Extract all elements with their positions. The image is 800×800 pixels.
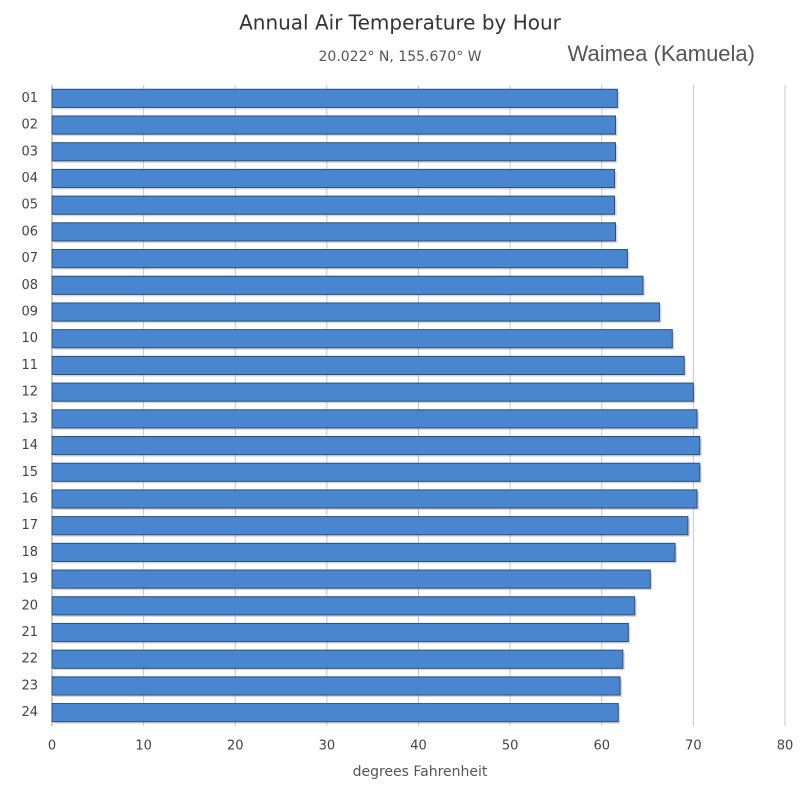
bar [51,703,619,723]
location-label: Waimea (Kamuela) [568,41,755,66]
bar [51,88,618,108]
x-tick-label: 20 [227,739,244,754]
bar [51,542,676,562]
bar [51,302,660,322]
y-tick-label: 08 [21,278,38,293]
y-tick-label: 18 [21,545,38,560]
chart-title: Annual Air Temperature by Hour [239,11,562,35]
x-tick-label: 50 [502,739,519,754]
x-tick-label: 30 [319,739,336,754]
y-tick-label: 19 [21,572,38,587]
bar [51,355,685,376]
bar [51,649,624,669]
bar [51,222,616,242]
y-tick-label: 02 [21,118,38,133]
x-tick-label: 10 [135,739,152,754]
y-tick-label: 12 [21,385,38,400]
x-tick-label: 40 [410,739,427,754]
bar [51,329,673,349]
x-tick-label: 60 [593,739,610,754]
y-tick-label: 14 [21,438,38,453]
y-tick-label: 23 [21,678,38,693]
y-tick-label: 05 [21,198,38,213]
y-tick-label: 01 [21,91,38,106]
bar [51,382,694,402]
y-tick-label: 03 [21,144,38,159]
y-tick-label: 21 [21,625,38,640]
bar [51,168,616,189]
y-tick-label: 09 [21,305,38,320]
bar [51,195,616,215]
bar [51,569,651,589]
bar [51,676,621,696]
bar [51,516,689,536]
x-axis-label: degrees Fahrenheit [353,764,488,780]
bar [51,115,616,135]
y-tick-label: 13 [21,411,38,426]
y-tick-label: 06 [21,224,38,239]
bar [51,275,644,295]
y-tick-label: 04 [21,171,38,186]
y-tick-label: 20 [21,598,38,613]
bar [51,596,636,616]
bar [51,409,698,429]
y-tick-label: 22 [21,652,38,667]
bar [51,622,629,643]
x-tick-label: 80 [777,739,794,754]
y-tick-label: 11 [21,358,38,373]
bar [51,249,628,269]
y-tick-label: 10 [21,331,38,346]
y-tick-label: 07 [21,251,38,266]
chart-subtitle: 20.022° N, 155.670° W [319,49,482,65]
y-tick-label: 15 [21,465,38,480]
bar [51,489,698,509]
bar [51,462,701,482]
x-tick-label: 0 [48,739,56,754]
bar [51,142,616,162]
x-tick-label: 70 [685,739,702,754]
y-tick-label: 16 [21,491,38,506]
y-tick-label: 24 [21,705,38,720]
bar [51,435,701,456]
y-tick-label: 17 [21,518,38,533]
